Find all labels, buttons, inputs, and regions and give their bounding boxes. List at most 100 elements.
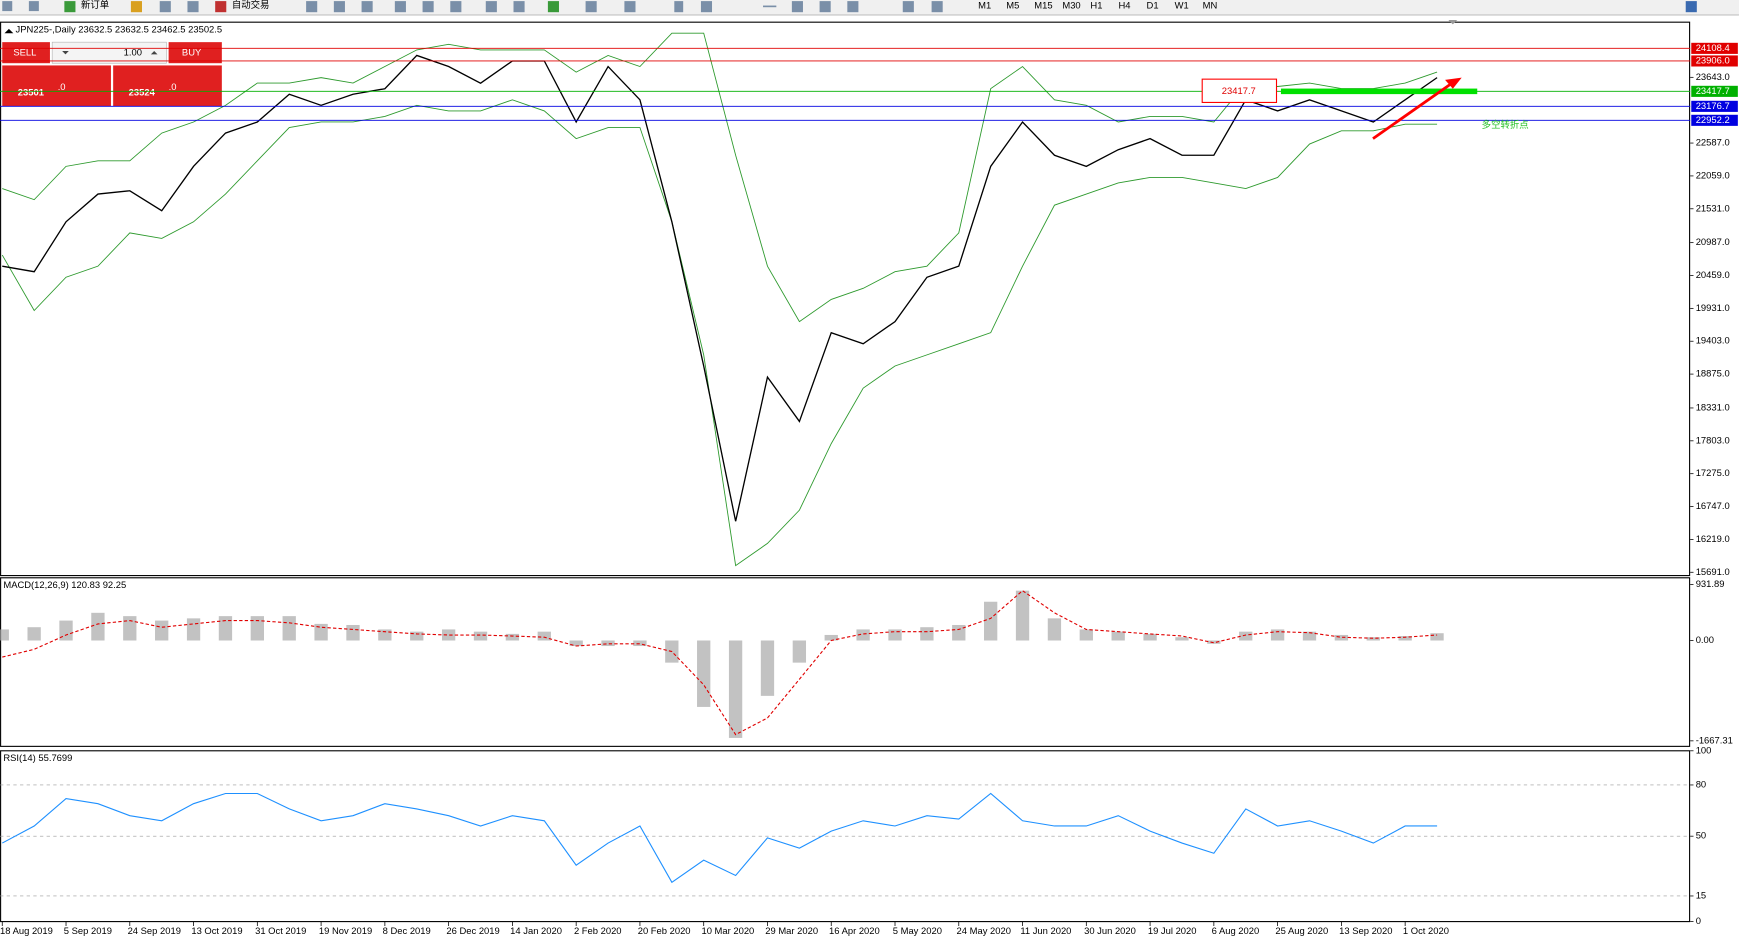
x-tick-label: 10 Mar 2020 bbox=[701, 925, 754, 936]
macd-bar bbox=[505, 633, 520, 641]
sell-label[interactable]: SELL bbox=[13, 47, 36, 58]
x-tick-label: 19 Nov 2019 bbox=[319, 925, 372, 936]
bid-box[interactable] bbox=[2, 65, 111, 107]
macd-bar bbox=[824, 634, 838, 641]
timeframe[interactable]: H1 bbox=[1090, 0, 1102, 11]
x-tick-label: 25 Aug 2020 bbox=[1275, 925, 1328, 936]
toolbar-border bbox=[0, 14, 1739, 16]
y-tick-label: 15691.0 bbox=[1696, 566, 1730, 577]
bid-main: 23501 bbox=[18, 87, 44, 98]
x-tick-label: 18 Aug 2019 bbox=[0, 925, 53, 936]
timeframe[interactable]: M1 bbox=[978, 0, 991, 11]
icon[interactable] bbox=[585, 1, 597, 13]
icon[interactable] bbox=[130, 1, 142, 13]
trade-panel: SELL 1.00 BUY 23501 .0 23524 .0 bbox=[2, 41, 222, 107]
macd-bar bbox=[186, 618, 201, 641]
y-tick-label: 15 bbox=[1696, 889, 1706, 900]
icon[interactable] bbox=[422, 1, 434, 13]
icon[interactable] bbox=[159, 1, 171, 13]
macd-bar bbox=[1239, 631, 1253, 641]
icon[interactable] bbox=[847, 1, 859, 13]
icon[interactable] bbox=[624, 1, 636, 13]
macd-bar bbox=[856, 629, 870, 641]
up-arrow[interactable] bbox=[150, 51, 158, 55]
support-marker bbox=[1280, 88, 1478, 95]
macd-bar bbox=[1079, 629, 1093, 641]
y-tick-label: 17275.0 bbox=[1696, 467, 1730, 478]
y-tick-label: 0.00 bbox=[1696, 634, 1714, 645]
macd-bar bbox=[473, 631, 488, 641]
new-order[interactable]: 新订单 bbox=[81, 0, 109, 10]
level-label: 23176.7 bbox=[1696, 100, 1730, 111]
icon[interactable] bbox=[394, 1, 406, 13]
icon[interactable] bbox=[513, 1, 525, 13]
icon[interactable] bbox=[674, 1, 684, 13]
icon[interactable] bbox=[215, 1, 227, 13]
timeframe[interactable]: M5 bbox=[1006, 0, 1019, 11]
trend-arrow bbox=[1372, 79, 1456, 140]
volume[interactable]: 1.00 bbox=[124, 47, 142, 58]
timeframe[interactable]: D1 bbox=[1147, 0, 1159, 11]
down-arrow[interactable] bbox=[62, 51, 69, 55]
macd-bar bbox=[537, 631, 551, 641]
timeframe[interactable]: M30 bbox=[1062, 0, 1080, 11]
macd-bar bbox=[792, 640, 807, 663]
x-tick-label: 29 Mar 2020 bbox=[765, 925, 818, 936]
y-tick-label: 19931.0 bbox=[1696, 302, 1730, 313]
x-tick-label: 6 Aug 2020 bbox=[1212, 925, 1260, 936]
icon[interactable] bbox=[547, 1, 559, 13]
macd-bar bbox=[569, 640, 583, 647]
timeframe[interactable]: W1 bbox=[1175, 0, 1189, 11]
ask-box[interactable] bbox=[113, 65, 222, 107]
icon[interactable] bbox=[361, 1, 373, 13]
x-tick-label: 5 May 2020 bbox=[893, 925, 942, 936]
auto-trading[interactable]: 自动交易 bbox=[232, 0, 270, 10]
ask-fraction: .0 bbox=[169, 81, 177, 92]
x-tick-label: 11 Jun 2020 bbox=[1020, 925, 1071, 936]
icon[interactable] bbox=[819, 1, 831, 13]
icon[interactable] bbox=[1685, 1, 1697, 13]
icon[interactable] bbox=[187, 1, 199, 13]
macd-bar bbox=[633, 640, 647, 647]
buy-label[interactable]: BUY bbox=[182, 47, 202, 58]
y-tick-label: 23643.0 bbox=[1696, 71, 1730, 82]
icon[interactable] bbox=[485, 1, 497, 13]
macd-bar bbox=[27, 627, 41, 641]
level-label: 23906.0 bbox=[1696, 54, 1730, 65]
toolbar-icons bbox=[2, 1, 1697, 13]
icon[interactable] bbox=[64, 1, 76, 13]
icon bbox=[28, 1, 39, 12]
x-tick-label: 5 Sep 2019 bbox=[64, 925, 112, 936]
macd-bar bbox=[920, 627, 934, 641]
icon[interactable] bbox=[902, 1, 914, 13]
header-arrow bbox=[4, 28, 14, 34]
macd-bar bbox=[346, 624, 360, 641]
level-label: 22952.2 bbox=[1696, 114, 1730, 125]
bollinger-lower bbox=[1, 99, 1438, 567]
macd-bar bbox=[1398, 636, 1412, 641]
x-tick-label: 13 Sep 2020 bbox=[1339, 925, 1392, 936]
ask-main: 23524 bbox=[129, 87, 156, 98]
sell-button[interactable] bbox=[2, 42, 50, 64]
macd-bar bbox=[155, 620, 169, 641]
signal-line bbox=[2, 589, 1438, 736]
timeframe[interactable]: M15 bbox=[1034, 0, 1052, 11]
volume-field[interactable] bbox=[51, 41, 167, 64]
macd-bar bbox=[1111, 631, 1125, 641]
macd-bar bbox=[314, 623, 328, 641]
level-label: 23417.7 bbox=[1696, 85, 1730, 96]
icon[interactable] bbox=[333, 1, 345, 13]
icon[interactable] bbox=[700, 1, 713, 13]
icon[interactable] bbox=[791, 1, 803, 13]
icon[interactable] bbox=[931, 1, 943, 13]
y-tick-label: 18875.0 bbox=[1696, 368, 1730, 379]
icon[interactable] bbox=[450, 1, 462, 13]
icon[interactable] bbox=[763, 5, 777, 8]
icon bbox=[2, 1, 13, 12]
buy-button[interactable] bbox=[168, 42, 222, 64]
timeframe[interactable]: MN bbox=[1203, 0, 1218, 11]
icon[interactable] bbox=[306, 1, 318, 13]
timeframe[interactable]: H4 bbox=[1118, 0, 1130, 11]
macd-bar bbox=[218, 616, 233, 641]
